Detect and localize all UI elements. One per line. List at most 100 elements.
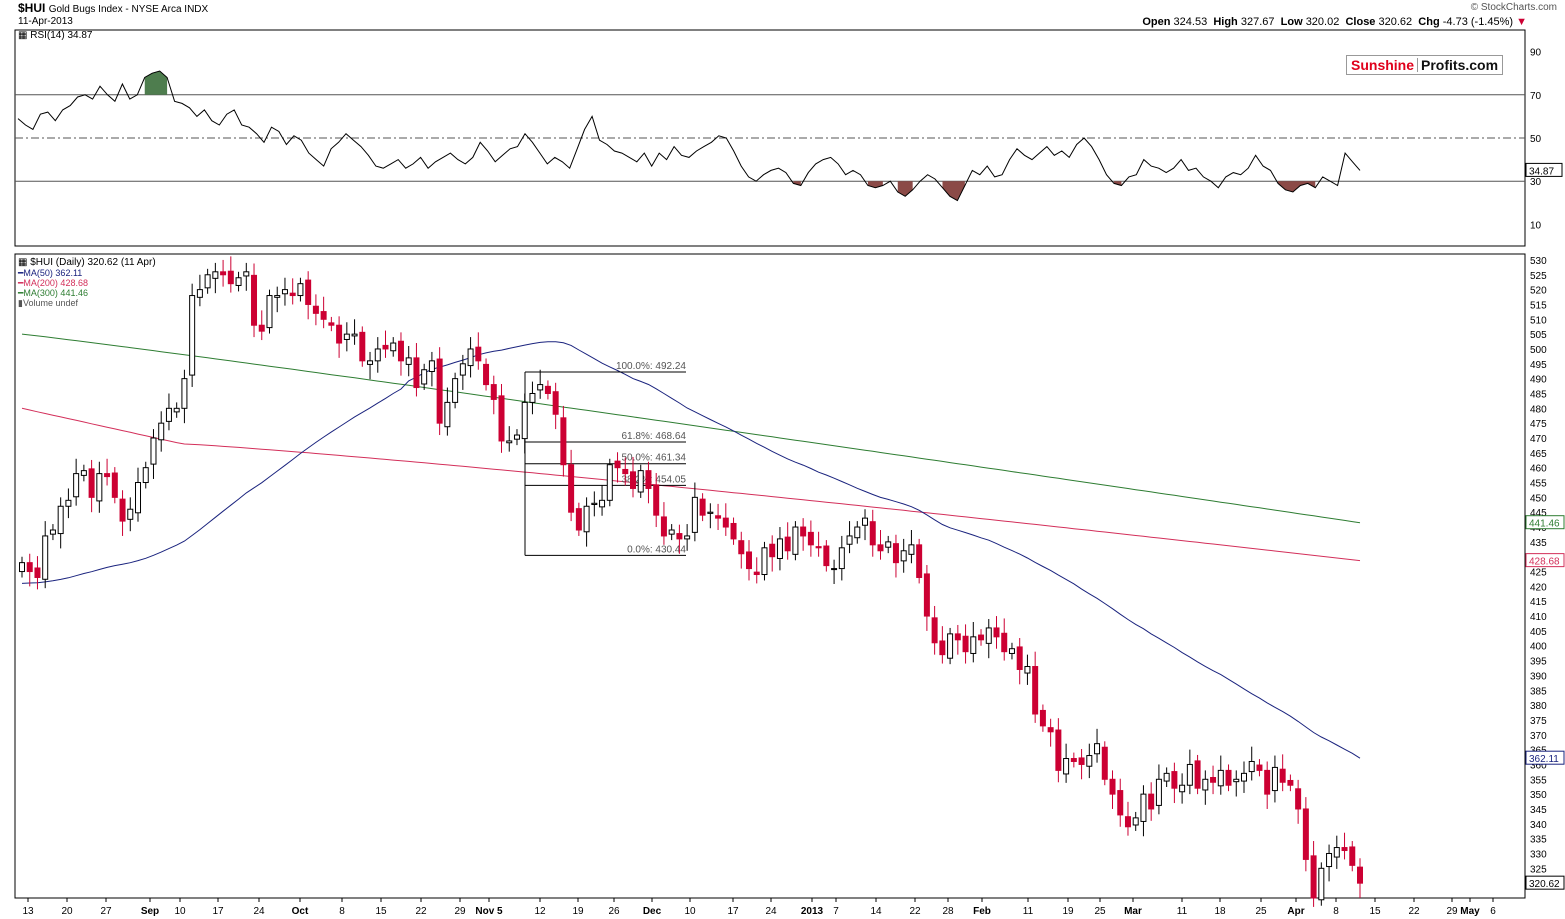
candle-body [931, 617, 938, 644]
candle-body [1210, 777, 1217, 783]
x-tick-label: 15 [1369, 906, 1381, 917]
candle-body [1140, 793, 1147, 822]
price-tick-label: 330 [1530, 849, 1547, 860]
candle-body [181, 378, 188, 409]
x-tick-label: 14 [870, 906, 882, 917]
chg-down-arrow-icon: ▼ [1516, 16, 1527, 28]
x-tick-label: Dec [643, 906, 662, 917]
candle-body [65, 499, 72, 507]
rsi-overbought-fill [144, 71, 168, 95]
fib-label: 0.0%: 430.44 [627, 544, 686, 555]
x-tick-label: 26 [608, 906, 620, 917]
ma50-value-tag: 362.11 [1529, 754, 1559, 765]
close-value: 320.62 [1378, 16, 1413, 28]
candle-body [1171, 771, 1178, 789]
candle-body [1008, 648, 1015, 654]
volume-legend: Volume undef [22, 298, 78, 308]
rsi-tick-label: 10 [1530, 220, 1542, 231]
candle-body [846, 535, 853, 545]
candle-body [104, 473, 111, 478]
x-tick-label: 24 [253, 906, 265, 917]
candle-body [1001, 632, 1008, 653]
candle-body [397, 340, 404, 362]
x-tick-label: 22 [909, 906, 921, 917]
candle-body [1217, 769, 1224, 787]
candle-body [823, 545, 830, 567]
ma50-legend-icon: ━ [18, 268, 24, 278]
candle-body [1302, 808, 1309, 860]
candle-body [320, 311, 327, 320]
candle-body [1032, 666, 1039, 715]
candle-body [838, 547, 845, 570]
x-tick-label: 22 [415, 906, 427, 917]
candle-body [1063, 758, 1070, 775]
candle-body [1194, 760, 1201, 789]
candle-body [1024, 666, 1031, 674]
candle-body [336, 324, 343, 344]
x-tick-label: 29 [1446, 906, 1458, 917]
rsi-last-value-box [1525, 162, 1563, 177]
x-tick-label: 24 [765, 906, 777, 917]
price-tick-label: 450 [1530, 493, 1547, 504]
candle-body [297, 283, 304, 297]
candle-body [560, 417, 567, 466]
candle-body [614, 460, 621, 469]
candle-body [1349, 846, 1356, 866]
candle-body [1287, 779, 1294, 786]
candle-body [629, 471, 636, 489]
candle-body [715, 515, 722, 519]
candle-body [1094, 743, 1101, 755]
candle-body [19, 562, 25, 573]
candle-body [792, 526, 799, 555]
price-tick-label: 480 [1530, 404, 1547, 415]
x-tick-label: 12 [534, 906, 546, 917]
candle-body [1233, 778, 1240, 783]
price-tick-label: 490 [1530, 375, 1547, 386]
ma50-value-tag-box [1525, 750, 1565, 765]
candle-body [1132, 817, 1139, 826]
candle-body [367, 360, 374, 365]
ma200-value-tag: 428.68 [1529, 557, 1560, 568]
candle-body [452, 378, 459, 403]
candle-body [374, 348, 381, 362]
price-tick-label: 485 [1530, 389, 1547, 400]
candle-body [1310, 855, 1317, 899]
price-tick-label: 340 [1530, 820, 1547, 831]
candle-body [73, 473, 80, 498]
candle-body [42, 535, 49, 580]
chart-symbol: $HUI [18, 1, 46, 15]
candle-body [305, 279, 312, 305]
ma200-legend: MA(200) 428.68 [23, 278, 88, 288]
rsi-tick-label: 90 [1530, 48, 1542, 59]
x-tick-label: 27 [100, 906, 112, 917]
ma300-value-tag: 441.46 [1529, 519, 1560, 530]
price-tick-label: 495 [1530, 360, 1547, 371]
rsi-oversold-fill [867, 181, 883, 188]
volume-legend-icon: ▮ [18, 298, 23, 308]
candle-body [1086, 755, 1093, 767]
x-tick-label: Feb [973, 906, 991, 917]
x-tick-label: 10 [174, 906, 186, 917]
candle-body [668, 529, 675, 535]
candle-body [49, 529, 56, 535]
price-tick-label: 460 [1530, 464, 1547, 475]
candle-body [251, 274, 258, 326]
candle-body [544, 385, 551, 394]
price-tick-label: 525 [1530, 271, 1547, 282]
candle-body [1256, 764, 1263, 771]
low-value: 320.02 [1305, 16, 1340, 28]
candle-body [1047, 727, 1054, 733]
candle-body [467, 348, 474, 367]
x-tick-label: 11 [1177, 906, 1188, 917]
candle-body [1326, 852, 1333, 868]
candle-body [591, 502, 598, 505]
price-tick-label: 375 [1530, 716, 1547, 727]
x-tick-label: 10 [684, 906, 696, 917]
price-tick-label: 360 [1530, 760, 1547, 771]
candle-body [753, 571, 760, 576]
candle-body [490, 384, 497, 400]
candle-body [1148, 793, 1155, 810]
candle-body [962, 635, 969, 653]
candle-body [985, 627, 992, 644]
candle-body [1264, 769, 1271, 795]
